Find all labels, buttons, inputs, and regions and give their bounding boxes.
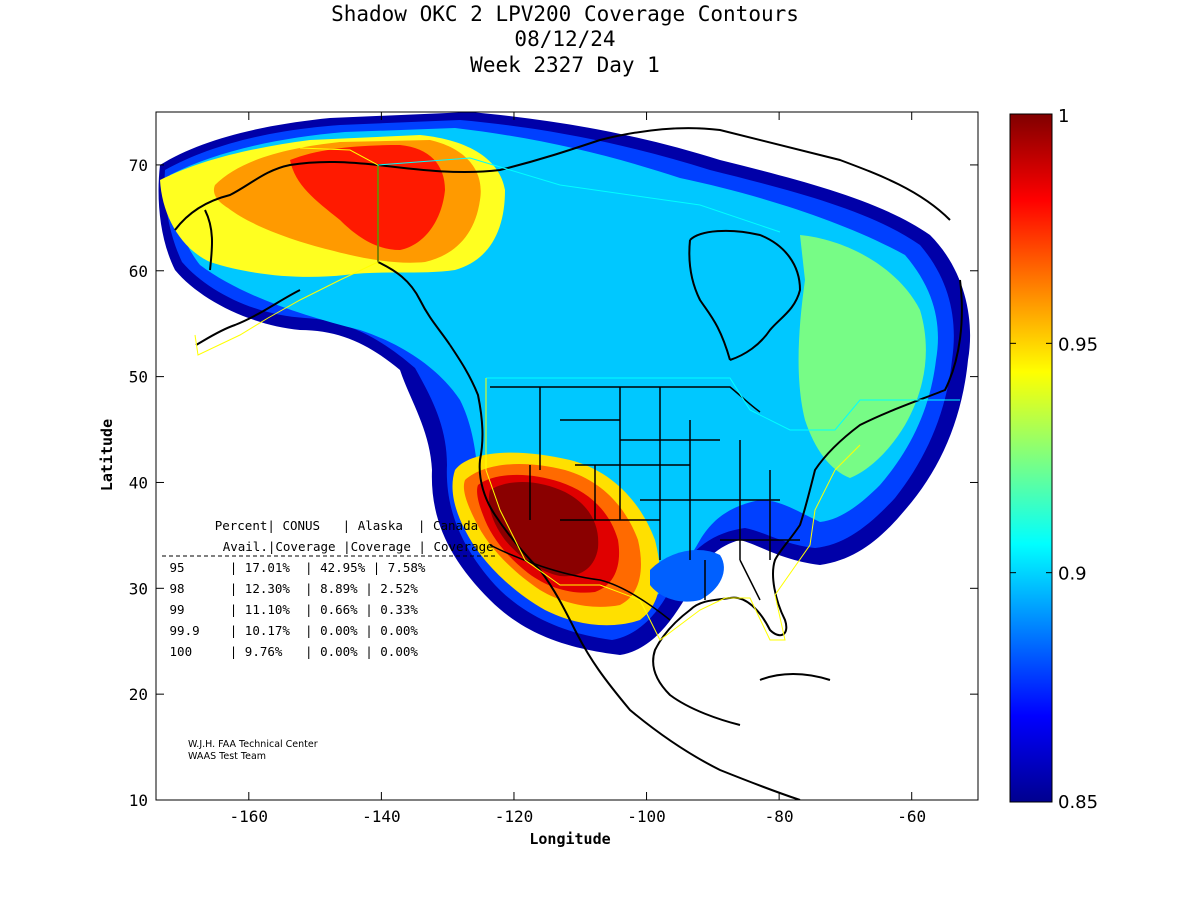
colorbar: [1009, 113, 1053, 803]
y-tick-label: 60: [129, 262, 148, 281]
x-tick-label: -120: [495, 807, 534, 826]
table-header-row1: Percent| CONUS | Alaska | Canada: [162, 518, 516, 533]
coastlines: [174, 127, 963, 800]
header-coverage-conus: Coverage: [275, 539, 335, 554]
header-alaska: Alaska: [358, 518, 403, 533]
plot-title: Shadow OKC 2 LPV200 Coverage Contours: [331, 2, 799, 26]
credit-line2: WAAS Test Team: [188, 751, 266, 762]
table-row: 95 | 17.01% | 42.95% | 7.58%: [162, 560, 426, 575]
colorbar-ticks: 1 0.95 0.9 0.85: [1010, 106, 1098, 813]
row-conus: 12.30% |: [245, 581, 320, 596]
x-axis-ticks: -160 -140 -120 -100 -80 -60: [230, 112, 926, 826]
x-tick-label: -100: [627, 807, 666, 826]
header-conus: CONUS: [282, 518, 320, 533]
boundary-canada: [377, 157, 960, 431]
row-alaska: 0.66% |: [320, 602, 380, 617]
coverage-table: Percent| CONUS | Alaska | Canada Avail.|…: [162, 518, 531, 659]
y-axis-ticks: 70 60 50 40 30 20 10: [129, 156, 978, 810]
coastline-west: [449, 344, 801, 800]
coverage-contours: [158, 112, 971, 655]
coastline-hudson-bay: [688, 229, 802, 361]
table-row: 100 | 9.76% | 0.00% | 0.00%: [162, 644, 418, 659]
header-avail: Avail.: [223, 539, 268, 554]
row-percent: 98 |: [162, 581, 245, 596]
coastline-canada-arctic: [377, 127, 951, 221]
x-tick-label: -160: [230, 807, 269, 826]
x-tick-label: -80: [765, 807, 794, 826]
y-tick-label: 10: [129, 791, 148, 810]
row-conus: 11.10% |: [245, 602, 320, 617]
coastline-alaska: [174, 160, 451, 346]
header-coverage-canada: Coverage: [433, 539, 493, 554]
contour-0.93: [798, 235, 926, 478]
row-alaska: 0.00% |: [320, 644, 380, 659]
row-conus: 10.17% |: [245, 623, 320, 638]
row-canada: 2.52%: [380, 581, 418, 596]
table-row: 99.9 | 10.17% | 0.00% | 0.00%: [162, 623, 418, 638]
boundary-alaska: [194, 147, 379, 356]
y-tick-label: 20: [129, 685, 148, 704]
row-percent: 99.9 |: [162, 623, 245, 638]
map-frame: [155, 111, 979, 801]
header-canada: Canada: [433, 518, 478, 533]
header-coverage-alaska: Coverage: [351, 539, 411, 554]
row-canada: 7.58%: [388, 560, 426, 575]
contour-alaska-red: [290, 145, 445, 250]
coastline-east: [652, 279, 963, 726]
row-percent: 95 |: [162, 560, 245, 575]
y-tick-label: 30: [129, 579, 148, 598]
row-conus: 17.01% |: [245, 560, 320, 575]
row-conus: 9.76% |: [245, 644, 320, 659]
x-axis-label: Longitude: [529, 830, 610, 848]
row-percent: 100 |: [162, 644, 245, 659]
row-alaska: 8.89% |: [320, 581, 380, 596]
plot-date: 08/12/24: [514, 27, 616, 51]
table-row: 99 | 11.10% | 0.66% | 0.33%: [162, 602, 418, 617]
x-tick-label: -140: [362, 807, 401, 826]
row-canada: 0.00%: [380, 623, 418, 638]
service-boundaries: [194, 147, 960, 641]
y-tick-label: 70: [129, 156, 148, 175]
credit-line1: W.J.H. FAA Technical Center: [188, 739, 318, 750]
table-header-row2: Avail.|Coverage |Coverage | Coverage: [170, 539, 531, 554]
state-grid: [529, 387, 800, 601]
colorbar-tick-label: 0.9: [1058, 564, 1087, 585]
boundary-conus: [485, 378, 861, 641]
y-axis-label: Latitude: [98, 419, 116, 491]
row-canada: 0.33%: [380, 602, 418, 617]
coastline-cuba: [759, 673, 831, 681]
contour-sw-darkred: [488, 481, 599, 577]
row-alaska: 42.95% |: [320, 560, 388, 575]
y-tick-label: 50: [129, 368, 148, 387]
y-tick-label: 40: [129, 473, 148, 492]
plot-week: Week 2327 Day 1: [470, 53, 660, 77]
row-canada: 0.00%: [380, 644, 418, 659]
header-percent: Percent: [215, 518, 268, 533]
colorbar-tick-label: 1: [1058, 106, 1069, 127]
table-rows: 95 | 17.01% | 42.95% | 7.58% 98 | 12.30%…: [162, 560, 426, 659]
row-percent: 99 |: [162, 602, 245, 617]
colorbar-tick-label: 0.85: [1058, 792, 1098, 813]
border-us-mexico: [489, 544, 671, 621]
colorbar-tick-label: 0.95: [1058, 334, 1098, 355]
x-tick-label: -60: [897, 807, 926, 826]
row-alaska: 0.00% |: [320, 623, 380, 638]
table-row: 98 | 12.30% | 8.89% | 2.52%: [162, 581, 418, 596]
